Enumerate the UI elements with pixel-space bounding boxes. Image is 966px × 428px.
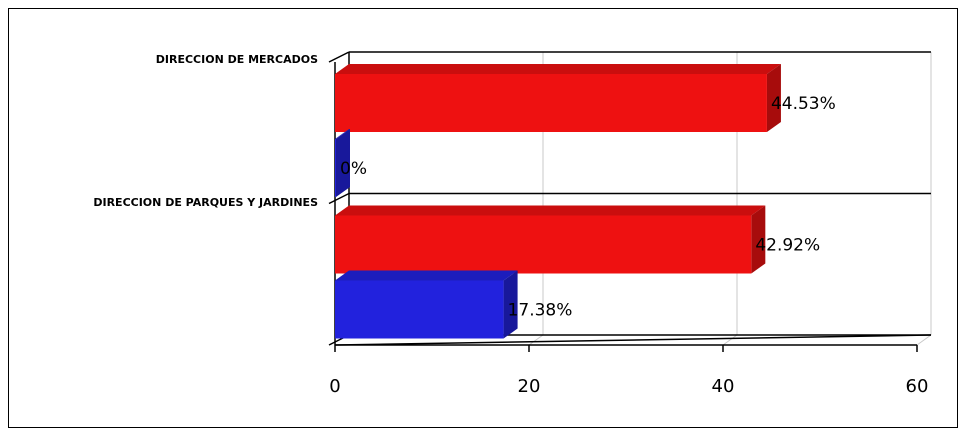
data-label: 42.92% <box>755 236 820 256</box>
bar <box>335 139 336 197</box>
bar-chart: 44.53% 0% 42.92% 17.38% DIRECCION DE MERCAD… <box>93 51 932 397</box>
category-labels: DIRECCION DE MERCADOS DIRECCION DE PARQU… <box>93 53 318 209</box>
category-tick <box>328 51 350 63</box>
data-labels: 44.53% 0% 42.92% 17.38% <box>340 94 836 321</box>
x-tick-labels: 0 20 40 60 <box>329 376 928 397</box>
bar <box>335 215 752 274</box>
x-axis-floor <box>334 334 932 346</box>
x-tick-label: 20 <box>518 376 541 397</box>
gridline-floor <box>528 334 544 346</box>
gridline-floor <box>722 334 738 346</box>
bar <box>335 280 504 339</box>
bar <box>335 74 767 132</box>
bar-side <box>336 129 350 197</box>
data-label: 0% <box>340 159 367 179</box>
bar-side <box>766 64 781 132</box>
gridline-floor <box>916 334 932 346</box>
x-tick-label: 0 <box>329 376 340 397</box>
bar-side <box>751 205 766 274</box>
category-label-parques: DIRECCION DE PARQUES Y JARDINES <box>93 196 318 209</box>
x-tick-label: 40 <box>712 376 735 397</box>
category-tick <box>328 192 350 205</box>
bar-top <box>335 270 518 281</box>
bar-top <box>335 129 350 139</box>
data-label: 17.38% <box>508 301 573 321</box>
x-tick-label: 60 <box>906 376 929 397</box>
bar-top <box>335 64 781 74</box>
category-label-mercados: DIRECCION DE MERCADOS <box>156 53 318 66</box>
bar-side <box>503 270 518 339</box>
data-label: 44.53% <box>771 94 836 114</box>
bar-top <box>335 205 766 216</box>
bars <box>335 64 781 339</box>
